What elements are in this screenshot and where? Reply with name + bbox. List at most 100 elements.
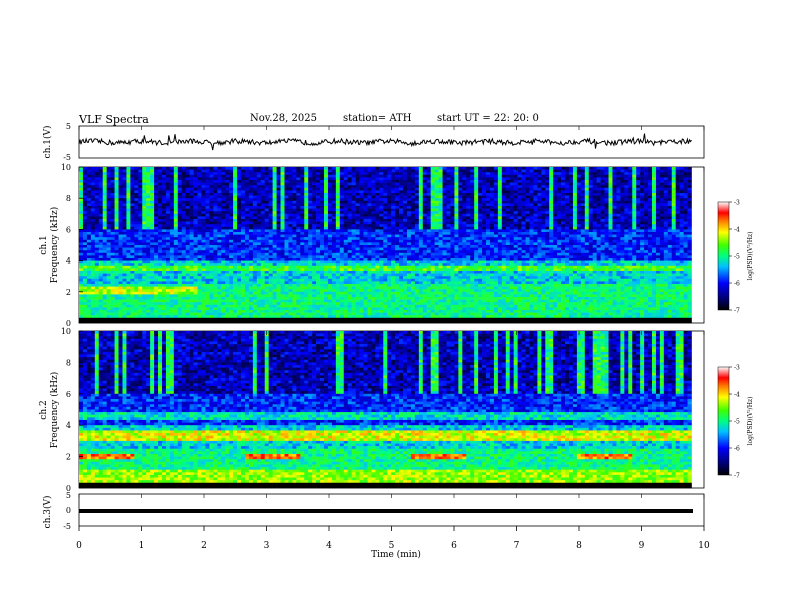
spectrogram-cell (233, 219, 238, 222)
spectrogram-cell (683, 206, 688, 209)
spectrogram-cell (636, 239, 641, 243)
spectrogram-cell (86, 250, 92, 254)
spectrogram-cell (438, 180, 443, 183)
spectrogram-cell (304, 203, 309, 207)
spectrogram-cell (450, 174, 455, 178)
spectrogram-cell (644, 203, 649, 207)
spectrogram-cell (82, 229, 88, 233)
spectrogram-cell (106, 169, 111, 173)
spectrogram-cell (90, 190, 96, 194)
spectrogram-cell (391, 174, 396, 178)
spectrogram-cell (102, 182, 107, 186)
spectrogram-cell (410, 190, 416, 194)
spectrogram-cell (624, 169, 629, 173)
spectrogram-cell (569, 177, 574, 181)
spectrogram-cell (324, 193, 329, 196)
spectrogram-cell (608, 198, 613, 202)
spectrogram-cell (304, 187, 309, 191)
spectrogram-cell (197, 203, 202, 207)
spectrogram-cell (438, 242, 443, 246)
spectrogram-cell (513, 224, 518, 228)
spectrogram-cell (580, 232, 586, 235)
spectrogram-cell (169, 177, 175, 181)
spectrogram-cell (94, 234, 100, 238)
spectrogram-cell (134, 167, 139, 170)
spectrogram-cell (201, 224, 206, 228)
spectrogram-cell (118, 224, 123, 228)
spectrogram-cell (549, 239, 554, 243)
spectrogram-cell (292, 185, 297, 189)
spectrogram-cell (474, 226, 479, 230)
spectrogram-cell (185, 174, 190, 178)
spectrogram-cell (316, 232, 321, 235)
spectrogram-cell (533, 169, 538, 173)
spectrogram-cell (90, 193, 96, 196)
spectrogram-cell (126, 250, 131, 254)
spectrogram-cell (335, 193, 341, 196)
spectrogram-cell (217, 174, 222, 178)
spectrogram-cell (201, 174, 206, 178)
spectrogram-cell (403, 242, 408, 246)
spectrogram-cell (426, 206, 431, 209)
spectrogram-cell (142, 232, 147, 235)
spectrogram-cell (189, 200, 194, 204)
spectrogram-cell (576, 193, 582, 196)
spectrogram-cell (146, 250, 151, 254)
spectrogram-cell (312, 195, 317, 199)
spectrogram-cell (331, 221, 337, 225)
spectrogram-cell (553, 206, 558, 209)
spectrogram-cell (98, 185, 104, 189)
spectrogram-cell (130, 232, 135, 235)
spectrogram-cell (493, 182, 499, 186)
spectrogram-cell (553, 169, 558, 173)
spectrogram-cell (679, 198, 684, 202)
spectrogram-cell (541, 234, 546, 238)
spectrogram-cell (446, 211, 451, 215)
spectrogram-cell (675, 203, 680, 207)
spectrogram-cell (683, 190, 688, 194)
spectrogram-cell (237, 185, 242, 189)
spectrogram-cell (150, 200, 155, 204)
spectrogram-cell (486, 213, 491, 217)
spectrogram-cell (142, 234, 147, 238)
spectrogram-cell (679, 169, 684, 173)
spectrogram-cell (648, 213, 653, 217)
spectrogram-cell (90, 226, 96, 230)
spectrogram-cell (252, 234, 258, 238)
spectrogram-cell (82, 219, 88, 222)
spectrogram-cell (671, 234, 676, 238)
spectrogram-cell (90, 185, 96, 189)
spectrogram-cell (529, 190, 534, 194)
spectrogram-cell (545, 190, 550, 194)
spectrogram-cell (197, 177, 202, 181)
spectrogram-cell (517, 213, 522, 217)
spectrogram-cell (181, 187, 186, 191)
spectrogram-cell (486, 242, 491, 246)
spectrogram-cell (339, 206, 345, 209)
station-label: station= ATH (343, 113, 412, 124)
spectrogram-cell (410, 216, 416, 220)
spectrogram-cell (391, 237, 396, 241)
spectrogram-cell (612, 185, 617, 189)
spectrogram-cell (114, 224, 119, 228)
spectrogram-cell (387, 185, 392, 189)
spectrogram-cell (375, 172, 380, 176)
spectrogram-cell (470, 177, 475, 181)
spectrogram-cell (264, 239, 269, 243)
spectrogram-cell (482, 185, 487, 189)
spectrogram-cell (142, 208, 147, 212)
spectrogram-cell (474, 237, 479, 241)
spectrogram-cell (98, 203, 104, 207)
spectrogram-cell (466, 237, 471, 241)
spectrogram-cell (561, 182, 566, 186)
spectrogram-cell (644, 193, 649, 196)
spectrogram-cell (292, 239, 297, 243)
spectrogram-cell (102, 177, 107, 181)
spectrogram-cell (450, 224, 455, 228)
spectrogram-cell (339, 221, 345, 225)
spectrogram-cell (517, 203, 522, 207)
spectrogram-cell (403, 200, 408, 204)
spectrogram-cell (399, 182, 404, 186)
spectrogram-cell (651, 224, 657, 228)
spectrogram-cell (497, 206, 503, 209)
